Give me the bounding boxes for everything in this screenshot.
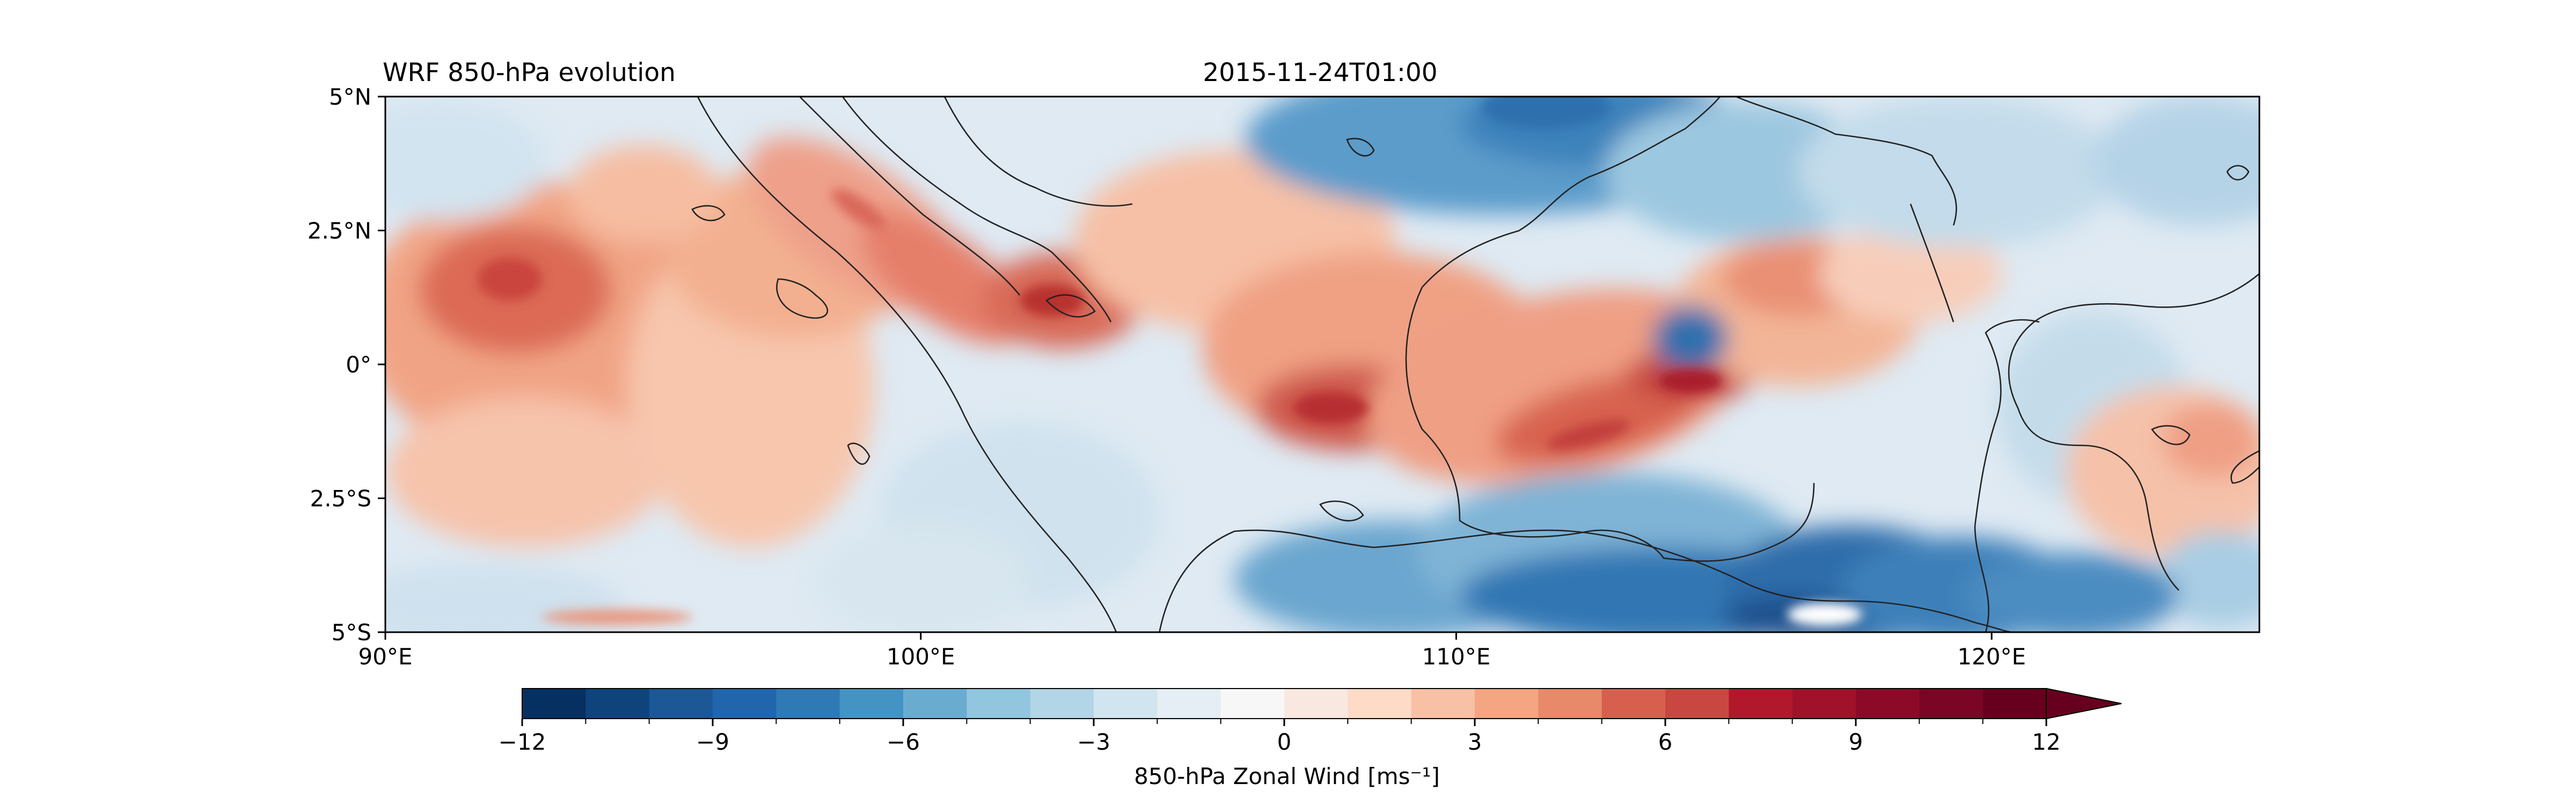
lon-axis: 90°E 100°E 110°E 120°E <box>358 632 2026 670</box>
timestamp-title: 2015-11-24T01:00 <box>1203 58 1438 87</box>
colorbar-swatch <box>776 689 840 719</box>
map-title: WRF 850-hPa evolution <box>383 58 676 87</box>
colorbar-swatch <box>1284 689 1348 719</box>
colorbar-tick-label: −9 <box>696 729 729 755</box>
borneo-south-coast <box>1405 287 1815 562</box>
colorbar-tick-label: 3 <box>1468 729 1482 755</box>
wind-field-details <box>478 97 1862 626</box>
colorbar-swatch <box>1411 689 1475 719</box>
colorbar-swatch <box>649 689 713 719</box>
borneo-east-coast <box>1909 203 1955 323</box>
island-3 <box>847 442 870 465</box>
colorbar-tick-label: 0 <box>1277 729 1292 755</box>
colorbar-tick-label: −3 <box>1077 729 1110 755</box>
lat-tick-label: 0° <box>346 352 371 378</box>
colorbar-tick-label: 9 <box>1849 729 1863 755</box>
colorbar-swatch <box>967 689 1031 719</box>
colorbar-swatch <box>1792 689 1856 719</box>
island-2 <box>691 205 726 222</box>
lon-tick-label: 90°E <box>358 643 413 670</box>
colorbar-swatches <box>522 687 2122 720</box>
colorbar-label: 850-hPa Zonal Wind [ms⁻¹] <box>1134 763 1440 789</box>
sumatra-west-coast <box>697 97 1117 632</box>
lat-tick-label: 5°N <box>329 84 371 110</box>
island-4 <box>1045 294 1096 318</box>
colorbar-swatch <box>1348 689 1412 719</box>
colorbar-ticks: −12 −9 −6 −3 0 3 6 9 12 <box>499 719 2061 755</box>
lon-tick-label: 110°E <box>1422 643 1491 670</box>
colorbar-swatch <box>1729 689 1793 719</box>
lat-tick-label: 2.5°S <box>310 486 371 512</box>
lon-tick-label: 120°E <box>1957 643 2026 670</box>
colorbar: −12 −9 −6 −3 0 3 6 9 12 <box>499 687 2122 755</box>
lat-axis: 5°N 2.5°N 0° 2.5°S 5°S <box>308 84 385 646</box>
lon-tick-label: 100°E <box>887 643 955 670</box>
colorbar-swatch <box>1030 689 1094 719</box>
colorbar-swatch <box>522 689 586 719</box>
lat-tick-label: 5°S <box>332 619 371 646</box>
sulawesi-west-coast <box>1974 319 2040 632</box>
sumatra-east-coast <box>799 97 1021 296</box>
coastlines <box>691 97 2259 632</box>
wind-field-blobs <box>385 97 2259 632</box>
island-7 <box>2226 165 2250 181</box>
colorbar-swatch <box>1538 689 1602 719</box>
colorbar-swatch <box>1665 689 1729 719</box>
colorbar-swatch <box>1601 689 1666 719</box>
colorbar-swatch <box>1157 689 1221 719</box>
colorbar-swatch <box>1220 689 1285 719</box>
sulawesi-east-coast <box>2230 450 2259 484</box>
island-1 <box>776 278 829 319</box>
colorbar-swatch <box>586 689 650 719</box>
colorbar-swatch <box>1856 689 1920 719</box>
colorbar-tick-label: 12 <box>2032 729 2060 755</box>
wind-field <box>385 97 2259 632</box>
colorbar-swatch <box>1919 689 1984 719</box>
malay-peninsula-coast <box>841 97 1112 323</box>
colorbar-swatch <box>1982 689 2047 719</box>
colorbar-extend-arrow <box>2046 687 2122 720</box>
peninsula-east-coast <box>943 97 1133 207</box>
island-6 <box>1319 500 1364 522</box>
colorbar-tick-label: −12 <box>499 729 546 755</box>
colorbar-tick-label: 6 <box>1658 729 1673 755</box>
java-north-coast <box>1159 529 2013 632</box>
colorbar-swatch <box>713 689 777 719</box>
colorbar-swatch <box>1094 689 1158 719</box>
colorbar-swatch <box>903 689 967 719</box>
lat-tick-label: 2.5°N <box>308 218 371 244</box>
island-5 <box>1346 137 1375 157</box>
colorbar-tick-label: −6 <box>887 729 920 755</box>
borneo-northeast-coast <box>1736 97 1957 226</box>
colorbar-swatch <box>839 689 904 719</box>
colorbar-swatch <box>1475 689 1539 719</box>
island-8 <box>2151 425 2191 445</box>
borneo-north-coast <box>1422 97 1721 288</box>
map-panel: 5°N 2.5°N 0° 2.5°S 5°S 90°E 100°E 110°E 120°E <box>308 84 2260 670</box>
sulawesi-north-arm <box>2008 273 2259 591</box>
